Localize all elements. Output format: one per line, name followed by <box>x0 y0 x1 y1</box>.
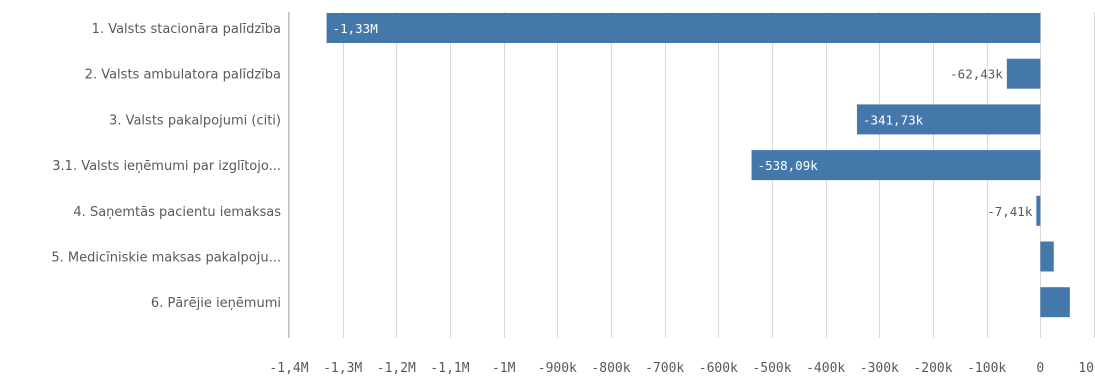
x-tick-label: -300k <box>860 361 899 376</box>
bar <box>1040 287 1070 318</box>
category-label: 6. Pārējie ieņēmumi <box>151 296 281 311</box>
category-label: 1. Valsts stacionāra palīdzība <box>92 22 281 37</box>
category-label: 2. Valsts ambulatora palīdzība <box>85 68 281 83</box>
x-tick-label: -400k <box>806 361 845 376</box>
category-label: 3.1. Valsts ieņēmumi par izglītojo... <box>52 159 281 174</box>
bar <box>1040 241 1054 272</box>
bar <box>326 13 1041 43</box>
bar <box>1006 58 1041 89</box>
data-label: -538,09k <box>758 158 819 173</box>
category-label: 5. Medicīniskie maksas pakalpoju... <box>51 251 281 266</box>
data-label: -341,73k <box>863 112 924 127</box>
bar <box>751 150 1041 181</box>
data-label: -7,41k <box>987 204 1033 219</box>
x-tick-label: 100k <box>1078 361 1095 376</box>
x-tick-label: -100k <box>967 361 1006 376</box>
x-tick-label: -700k <box>645 361 684 376</box>
x-tick-label: -1,1M <box>430 361 469 376</box>
x-tick-label: -500k <box>752 361 791 376</box>
category-label: 4. Saņemtās pacientu iemaksas <box>73 205 281 220</box>
x-tick-label: -600k <box>699 361 738 376</box>
x-tick-label: 0 <box>1036 361 1044 376</box>
data-label: -62,43k <box>950 67 1003 82</box>
x-tick-label: -1,3M <box>323 361 362 376</box>
x-tick-label: -200k <box>913 361 952 376</box>
bar <box>856 104 1041 135</box>
x-tick-label: -1,4M <box>269 361 308 376</box>
x-tick-label: -900k <box>538 361 577 376</box>
x-tick-label: -800k <box>591 361 630 376</box>
data-label: -1,33M <box>333 21 378 36</box>
x-tick-label: -1,2M <box>377 361 416 376</box>
x-tick-label: -1M <box>492 361 516 376</box>
category-label: 3. Valsts pakalpojumi (citi) <box>109 113 281 128</box>
bar <box>1036 195 1041 226</box>
